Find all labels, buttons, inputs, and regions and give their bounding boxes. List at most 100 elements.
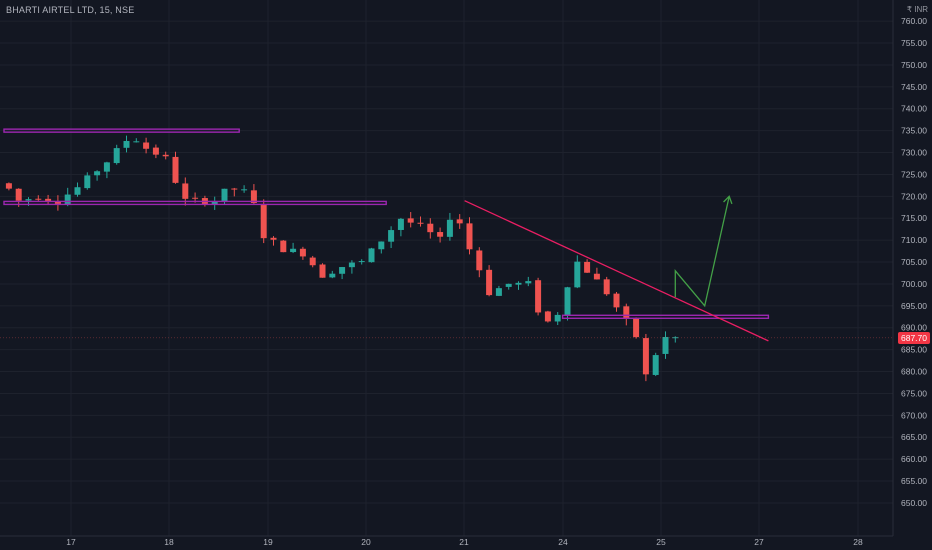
price-axis[interactable]: 650.00 655.00 660.00 665.00 670.00 675.00 680.… — [892, 0, 927, 536]
candle-body — [505, 283, 512, 287]
candle-body — [250, 190, 257, 204]
support-line — [3, 200, 387, 206]
candle-body — [515, 282, 522, 285]
candle-body — [123, 140, 130, 148]
x-tick-label: 20 — [361, 537, 371, 547]
candle-body — [299, 248, 306, 257]
candle-body — [564, 287, 571, 316]
y-tick-label: 665.00 — [901, 432, 927, 442]
candle-body — [54, 201, 61, 204]
candle-body — [270, 237, 277, 240]
y-tick-label: 685.00 — [901, 345, 927, 355]
time-axis[interactable]: 17 18 19 20 21 24 25 27 28 — [0, 535, 893, 547]
candle-body — [623, 306, 630, 319]
y-tick-label: 750.00 — [901, 60, 927, 70]
candle-body — [525, 281, 532, 284]
candle-body — [358, 261, 365, 263]
y-tick-label: 715.00 — [901, 213, 927, 223]
support-line — [561, 314, 770, 319]
x-tick-label: 17 — [66, 537, 76, 547]
candle-body — [603, 279, 610, 295]
resistance-trendline — [464, 200, 769, 342]
y-tick-label: 670.00 — [901, 410, 927, 420]
candles — [5, 135, 679, 382]
candle-body — [35, 198, 42, 200]
candle-body — [662, 336, 669, 354]
candle-body — [397, 218, 404, 230]
x-tick-label: 24 — [558, 537, 568, 547]
candle-body — [152, 147, 159, 155]
candle-body — [64, 194, 71, 205]
candle-body — [309, 257, 316, 266]
candle-body — [290, 248, 297, 253]
candle-body — [544, 311, 551, 322]
symbol-title: BHARTI AIRTEL LTD, 15, NSE — [6, 5, 135, 15]
y-tick-label: 755.00 — [901, 38, 927, 48]
candle-body — [613, 293, 620, 308]
candle-body — [241, 189, 248, 191]
x-tick-label: 21 — [459, 537, 469, 547]
y-tick-label: 725.00 — [901, 169, 927, 179]
candle-body — [417, 222, 424, 224]
candle-body — [652, 355, 659, 375]
candle-body — [221, 188, 228, 203]
candle-body — [231, 188, 238, 190]
y-tick-label: 680.00 — [901, 367, 927, 377]
candle-body — [192, 197, 199, 199]
y-tick-label: 650.00 — [901, 498, 927, 508]
y-tick-label: 690.00 — [901, 323, 927, 333]
support-line — [3, 128, 240, 133]
candle-body — [368, 248, 375, 263]
candle-body — [554, 314, 561, 322]
candle-body — [84, 175, 91, 189]
candle-body — [280, 240, 287, 253]
candle-body — [5, 183, 12, 189]
candle-body — [348, 262, 355, 268]
candle-body — [94, 171, 101, 176]
candle-body — [388, 230, 395, 242]
candle-body — [437, 232, 444, 237]
projection-arrowhead — [723, 195, 733, 205]
y-tick-label: 705.00 — [901, 257, 927, 267]
candle-body — [162, 154, 169, 157]
y-tick-label: 760.00 — [901, 16, 927, 26]
candle-body — [466, 223, 473, 250]
candle-body — [407, 218, 414, 223]
candle-body — [427, 223, 434, 233]
y-tick-label: 700.00 — [901, 279, 927, 289]
y-tick-label: 695.00 — [901, 301, 927, 311]
y-tick-label: 740.00 — [901, 104, 927, 114]
candle-body — [633, 317, 640, 338]
candle-body — [339, 267, 346, 274]
last-price-badge: 687.70 — [898, 331, 930, 344]
candle-body — [172, 156, 179, 183]
candle-body — [45, 198, 52, 201]
candle-body — [103, 162, 110, 172]
candle-body — [378, 241, 385, 250]
y-tick-label: 720.00 — [901, 191, 927, 201]
x-tick-label: 27 — [754, 537, 764, 547]
x-tick-label: 18 — [164, 537, 174, 547]
candle-body — [476, 250, 483, 271]
candle-body — [15, 188, 22, 201]
x-tick-label: 25 — [656, 537, 666, 547]
projection-path — [674, 196, 730, 308]
y-tick-label: 735.00 — [901, 126, 927, 136]
candle-body — [486, 269, 493, 296]
y-tick-label: 660.00 — [901, 454, 927, 464]
drawings — [0, 128, 893, 342]
candle-body — [574, 261, 581, 288]
candle-body — [456, 219, 463, 224]
y-tick-label: 675.00 — [901, 388, 927, 398]
x-tick-label: 19 — [263, 537, 273, 547]
y-tick-label: 655.00 — [901, 476, 927, 486]
x-tick-label: 28 — [853, 537, 863, 547]
candle-body — [446, 219, 453, 237]
candle-body — [319, 264, 326, 278]
candle-body — [329, 273, 336, 278]
y-tick-label: 745.00 — [901, 82, 927, 92]
y-tick-label: 730.00 — [901, 148, 927, 158]
candle-body — [113, 148, 120, 164]
